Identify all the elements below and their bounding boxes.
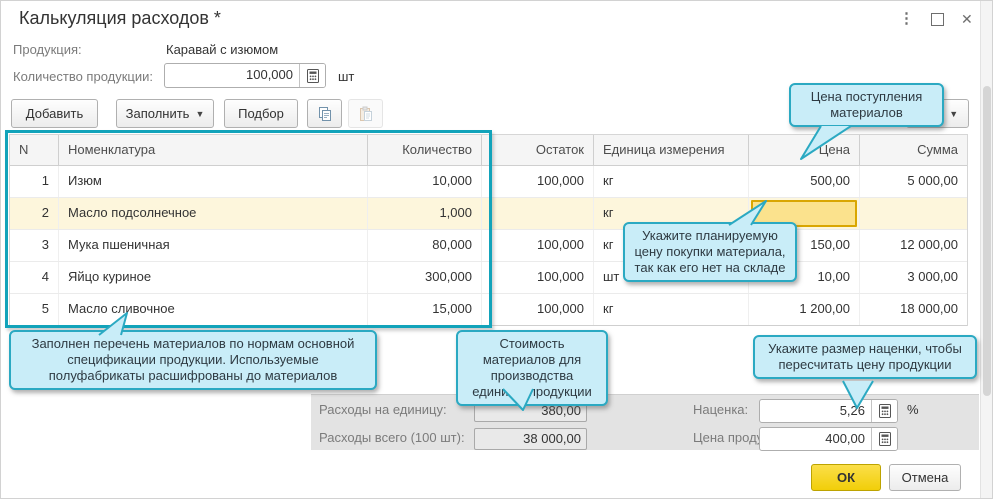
cell-n[interactable]: 2 [10,198,59,229]
maximize-icon[interactable] [931,12,944,26]
table-row-selected: 2 Масло подсолнечное 1,000 кг [10,198,967,230]
cell-quantity[interactable]: 10,000 [368,166,482,197]
markup-suffix: % [907,402,919,417]
total-cost-label: Расходы всего (100 шт): [319,430,465,445]
col-header-sum[interactable]: Сумма [917,142,958,157]
callout-price-header: Цена поступления материалов [789,83,944,127]
scrollbar-thumb[interactable] [983,86,991,396]
summary-panel: Расходы на единицу: 380,00 Расходы всего… [311,394,979,451]
markup-field[interactable]: 5,26 [759,399,898,423]
callout-tail [842,380,874,409]
cell-unit[interactable]: кг [594,294,749,325]
cell-sum[interactable]: 18 000,00 [900,301,958,316]
cell-price[interactable]: 150,00 [749,230,860,261]
quantity-unit-label: шт [338,69,355,84]
cell-n[interactable]: 3 [10,230,59,261]
cell-nomenclature[interactable]: Яйцо куриное [59,262,368,293]
calculator-icon [878,432,891,446]
cell-nomenclature[interactable]: Изюм [59,166,368,197]
cell-n[interactable]: 4 [10,262,59,293]
cell-price[interactable]: 500,00 [749,166,860,197]
paste-button[interactable] [348,99,383,128]
callout-tail [800,125,852,160]
copy-button[interactable] [307,99,342,128]
cell-sum[interactable]: 12 000,00 [900,237,958,252]
product-price-field[interactable]: 400,00 [759,427,898,451]
product-label: Продукция: [13,42,82,57]
cell-quantity[interactable]: 15,000 [368,294,482,325]
col-header-price[interactable]: Цена [749,135,860,165]
quantity-calculator-button[interactable] [299,64,325,87]
cell-unit[interactable]: кг [594,166,749,197]
cell-quantity[interactable]: 1,000 [368,198,482,229]
fill-button[interactable]: Заполнить ▼ [116,99,214,128]
callout-fill-note: Заполнен перечень материалов по нормам о… [9,330,377,390]
callout-price-cell: Укажите планируемую цену покупки материа… [623,222,797,282]
col-header-quantity[interactable]: Количество [368,135,482,165]
cell-stock[interactable] [482,198,594,229]
dropdown-arrow-icon: ▼ [949,108,959,119]
markup-label: Наценка: [693,402,749,417]
cell-stock[interactable]: 100,000 [482,166,594,197]
col-header-stock[interactable]: Остаток [482,135,594,165]
product-value[interactable]: Каравай с изюмом [166,42,279,57]
col-header-unit[interactable]: Единица измерения [594,135,749,165]
add-button[interactable]: Добавить [11,99,98,128]
cell-nomenclature[interactable]: Масло подсолнечное [59,198,368,229]
materials-table: N Номенклатура Количество Остаток Единиц… [9,134,968,326]
kebab-menu-icon[interactable]: ⋮ [899,10,914,27]
quantity-value[interactable]: 100,000 [246,67,293,82]
cell-n[interactable]: 1 [10,166,59,197]
dropdown-arrow-icon: ▼ [195,108,205,119]
cancel-button[interactable]: Отмена [889,464,961,491]
cell-sum[interactable] [860,198,967,229]
product-price-calculator-button[interactable] [871,428,897,450]
table-header-row: N Номенклатура Количество Остаток Единиц… [10,135,967,166]
markup-calculator-button[interactable] [871,400,897,422]
cell-sum[interactable]: 5 000,00 [907,173,958,188]
copy-icon [318,106,331,121]
table-row: 3 Мука пшеничная 80,000 100,000 кг 150,0… [10,230,967,262]
close-icon[interactable]: ✕ [961,11,973,27]
window-controls: ⋮ ✕ [899,10,973,27]
col-header-nomenclature[interactable]: Номенклатура [59,135,368,165]
ok-button[interactable]: ОК [811,464,881,491]
col-header-n[interactable]: N [10,135,59,165]
page-title: Калькуляция расходов * [19,8,221,28]
callout-tail [502,388,534,411]
quantity-label: Количество продукции: [13,69,153,84]
callout-markup: Укажите размер наценки, чтобы пересчитат… [753,335,977,379]
calculator-icon [878,404,891,418]
cell-sum[interactable]: 3 000,00 [907,269,958,284]
total-cost-field: 38 000,00 [474,428,587,450]
callout-tail [728,200,767,226]
cell-quantity[interactable]: 300,000 [368,262,482,293]
callout-tail [98,312,128,336]
cell-nomenclature[interactable]: Мука пшеничная [59,230,368,261]
cell-stock[interactable]: 100,000 [482,230,594,261]
cell-n[interactable]: 5 [10,294,59,325]
pick-button[interactable]: Подбор [224,99,298,128]
vertical-scrollbar[interactable] [980,1,992,498]
cell-quantity[interactable]: 80,000 [368,230,482,261]
table-row: 4 Яйцо куриное 300,000 100,000 шт 10,00 … [10,262,967,294]
product-price-value[interactable]: 400,00 [825,431,865,446]
cell-stock[interactable]: 100,000 [482,262,594,293]
cell-stock[interactable]: 100,000 [482,294,594,325]
unit-cost-label: Расходы на единицу: [319,402,447,417]
cell-price[interactable]: 10,00 [749,262,860,293]
calculator-icon [306,68,319,83]
table-row: 5 Масло сливочное 15,000 100,000 кг 1 20… [10,294,967,326]
cell-price[interactable]: 1 200,00 [749,294,860,325]
cell-nomenclature[interactable]: Масло сливочное [59,294,368,325]
table-row: 1 Изюм 10,000 100,000 кг 500,00 5 000,00 [10,166,967,198]
paste-icon [359,106,372,121]
quantity-field[interactable]: 100,000 [164,63,326,88]
